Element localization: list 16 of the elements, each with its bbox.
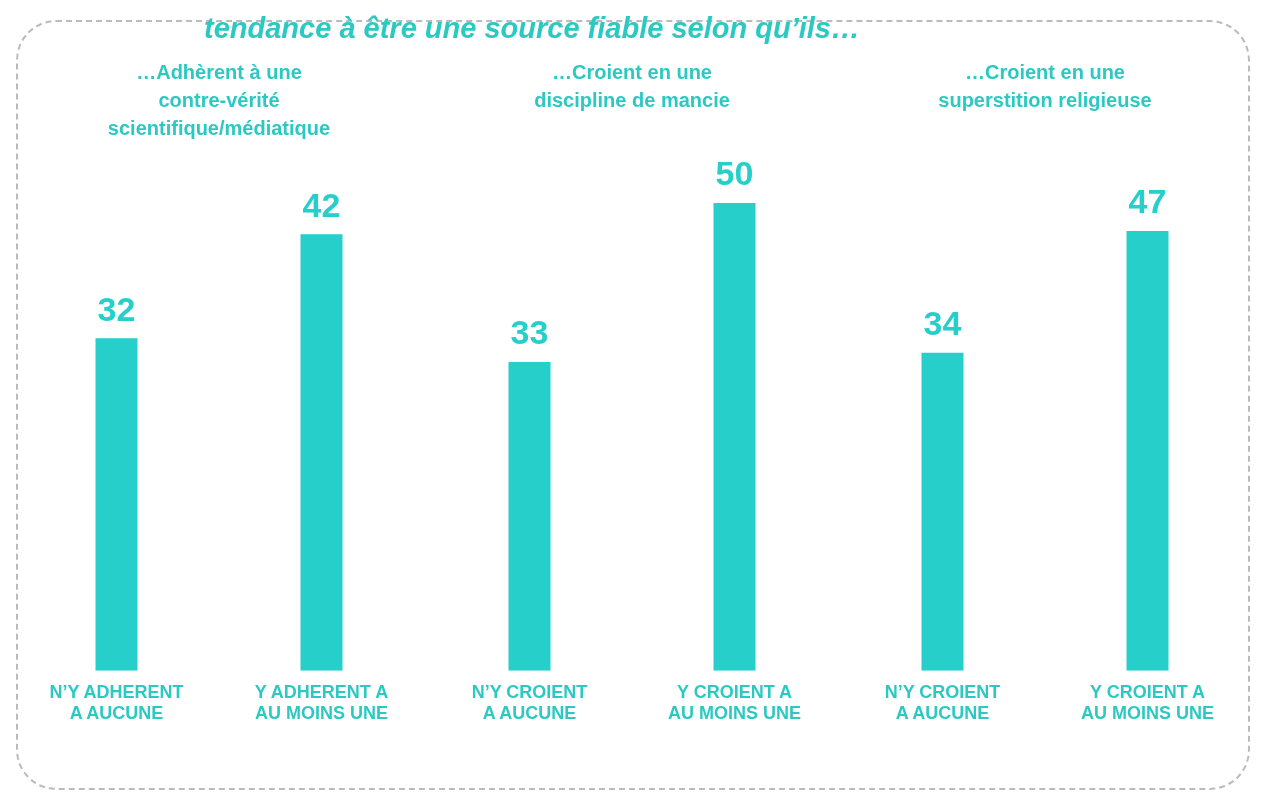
data-label: 47 (1128, 182, 1167, 221)
data-label: 32 (97, 289, 136, 328)
data-label: 34 (923, 304, 962, 343)
x-tick-label: N’Y CROIENT A AUCUNE (884, 681, 1001, 724)
chart-title: …Adhèrent à une contre-vérité scientifique/médiatique (106, 60, 332, 141)
chart-title: …Croient en une superstition religieuse (937, 60, 1153, 113)
x-tick-label: Y CROIENT A AU MOINS UNE (1080, 681, 1215, 724)
text: tendance à être une source fiable selon qu’ils… (204, 12, 860, 44)
data-label: 42 (302, 185, 341, 224)
x-tick-label: Y CROIENT A AU MOINS UNE (667, 681, 802, 724)
data-label: 33 (510, 313, 549, 352)
x-tick-label: N’Y CROIENT A AUCUNE (471, 681, 588, 724)
chart-title: …Croient en une discipline de mancie (533, 60, 731, 113)
x-tick-label: Y ADHERENT A AU MOINS UNE (254, 681, 389, 724)
data-label: 50 (715, 154, 754, 193)
x-tick-label: N’Y ADHERENT A AUCUNE (49, 681, 184, 724)
